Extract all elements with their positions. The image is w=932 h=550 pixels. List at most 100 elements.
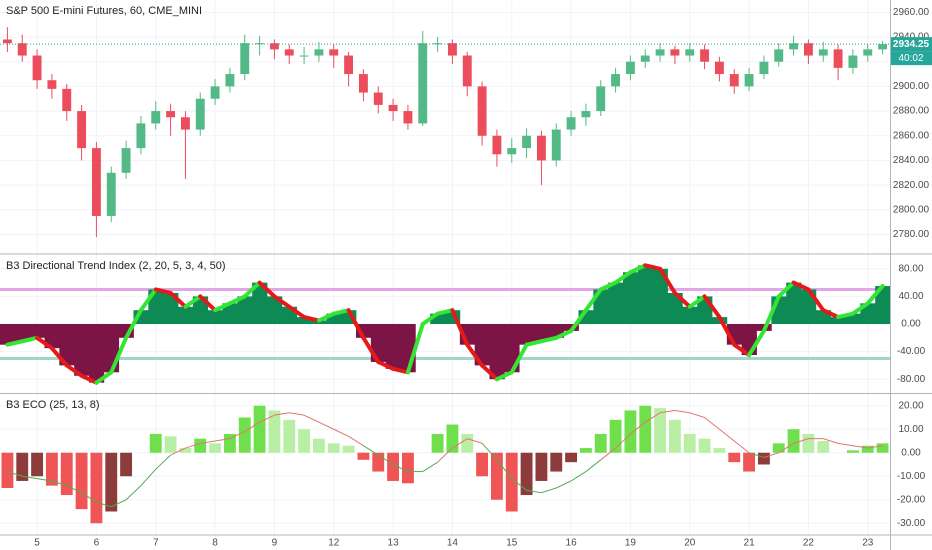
trend-line-segment bbox=[168, 290, 188, 309]
panel-title: B3 Directional Trend Index (2, 20, 5, 3,… bbox=[6, 260, 226, 272]
eco-bar bbox=[505, 452, 518, 512]
candle-body bbox=[714, 61, 724, 75]
eco-bar bbox=[520, 452, 533, 496]
candle-body bbox=[210, 86, 220, 99]
signal-line-segment bbox=[570, 471, 587, 482]
x-tick-label: 16 bbox=[566, 538, 578, 549]
signal-line-segment bbox=[674, 409, 690, 414]
eco-bar bbox=[728, 452, 741, 463]
trend-line-segment bbox=[64, 363, 84, 378]
y-tick-label: -30.00 bbox=[897, 518, 926, 529]
y-tick-label: 2800.00 bbox=[893, 204, 930, 215]
signal-line-segment bbox=[660, 409, 675, 414]
signal-line-segment bbox=[22, 475, 38, 480]
y-tick-label: 20.00 bbox=[898, 400, 923, 411]
eco-bar bbox=[535, 452, 548, 481]
trend-column bbox=[59, 324, 75, 366]
candle-body bbox=[329, 49, 339, 56]
eco-bar bbox=[757, 452, 770, 465]
candle-body bbox=[180, 117, 190, 130]
trend-line-segment bbox=[20, 335, 40, 344]
candle-body bbox=[803, 43, 813, 56]
trend-line-segment bbox=[376, 359, 396, 371]
trend-line-segment bbox=[302, 315, 321, 323]
eco-bar bbox=[75, 452, 88, 510]
trend-column bbox=[267, 296, 283, 324]
trend-column bbox=[608, 282, 624, 324]
trend-line-segment bbox=[405, 322, 425, 375]
signal-line-segment bbox=[37, 478, 52, 482]
signal-line-segment bbox=[7, 471, 23, 477]
trend-column bbox=[875, 286, 891, 324]
candle-body bbox=[744, 74, 754, 87]
signal-line-segment bbox=[452, 438, 468, 449]
eco-bar bbox=[461, 433, 474, 453]
trend-line-segment bbox=[554, 328, 574, 340]
trend-column bbox=[489, 324, 505, 380]
trend-line-segment bbox=[183, 294, 203, 309]
signal-line-segment bbox=[630, 421, 646, 435]
trend-line-segment bbox=[598, 280, 618, 292]
trend-line-segment bbox=[331, 308, 351, 316]
y-tick-label: 2860.00 bbox=[893, 130, 930, 141]
x-tick-label: 22 bbox=[803, 538, 815, 549]
candle-body bbox=[640, 55, 650, 62]
eco-bar bbox=[45, 452, 58, 486]
eco-bar bbox=[194, 438, 207, 453]
candle-body bbox=[670, 49, 680, 56]
signal-line-segment bbox=[704, 417, 720, 430]
eco-bar bbox=[668, 419, 681, 453]
trend-line-segment bbox=[109, 335, 129, 375]
x-tick-label: 12 bbox=[328, 538, 340, 549]
eco-bar bbox=[817, 441, 830, 453]
eco-bar bbox=[120, 452, 133, 477]
eco-bar bbox=[698, 438, 711, 453]
x-tick-label: 6 bbox=[94, 538, 100, 549]
eco-bar bbox=[223, 433, 236, 453]
candle-body bbox=[566, 117, 576, 130]
signal-line-segment bbox=[719, 428, 735, 442]
trend-line-segment bbox=[361, 335, 381, 364]
last-price-label: 2934.25 bbox=[893, 39, 930, 50]
trend-column bbox=[860, 303, 876, 324]
trend-column bbox=[326, 313, 342, 324]
eco-bar bbox=[90, 452, 103, 524]
candle-body bbox=[77, 111, 87, 149]
candle-body bbox=[240, 43, 250, 75]
eco-bar bbox=[357, 452, 370, 460]
candle-body bbox=[759, 61, 769, 75]
trend-line-segment bbox=[5, 339, 25, 347]
y-tick-label: 2880.00 bbox=[893, 106, 930, 117]
trend-line-segment bbox=[420, 311, 440, 326]
signal-line-segment bbox=[348, 435, 364, 447]
signal-line-segment bbox=[838, 442, 853, 447]
trend-line-segment bbox=[539, 335, 559, 344]
trend-column bbox=[192, 296, 209, 324]
candle-body bbox=[314, 49, 324, 56]
candle-body bbox=[17, 43, 27, 56]
candle-body bbox=[433, 43, 443, 45]
eco-bar bbox=[446, 424, 459, 453]
signal-line-segment bbox=[437, 447, 453, 463]
trend-line-segment bbox=[702, 294, 722, 320]
trend-line-segment bbox=[747, 328, 766, 358]
signal-line-segment bbox=[363, 445, 379, 456]
countdown-box bbox=[890, 51, 932, 66]
trend-column bbox=[207, 310, 223, 324]
signal-line-segment bbox=[733, 440, 750, 454]
candle-body bbox=[106, 172, 116, 216]
trend-column bbox=[593, 289, 609, 324]
trend-line-segment bbox=[435, 308, 455, 316]
y-tick-label: -40.00 bbox=[897, 346, 926, 357]
x-tick-label: 23 bbox=[862, 538, 874, 549]
trend-line-segment bbox=[391, 366, 410, 375]
y-tick-label: 2840.00 bbox=[893, 155, 930, 166]
signal-line-segment bbox=[125, 485, 142, 501]
candle-body bbox=[492, 135, 502, 155]
trend-line-segment bbox=[153, 287, 173, 295]
candle-body bbox=[373, 92, 383, 105]
trend-line-segment bbox=[79, 373, 99, 385]
signal-line-segment bbox=[748, 452, 765, 458]
trend-column bbox=[623, 272, 639, 324]
